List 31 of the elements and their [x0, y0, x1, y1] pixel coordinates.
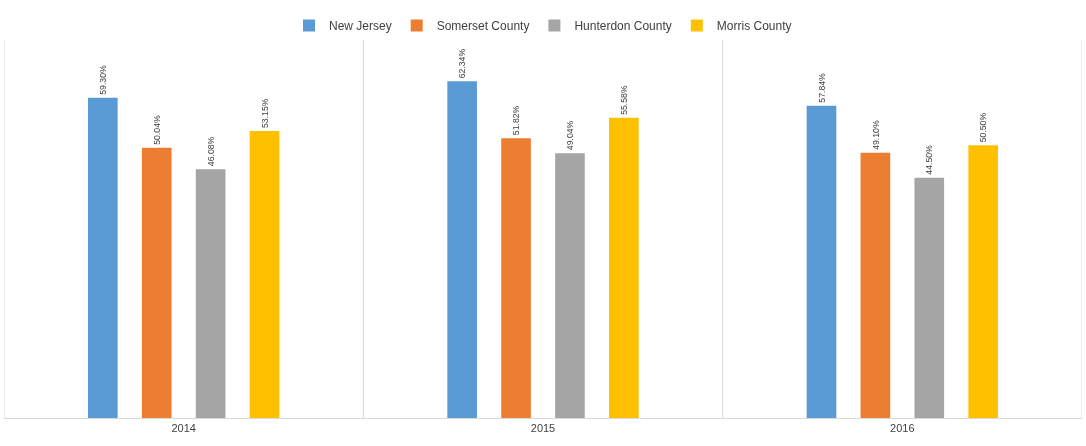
bar: [806, 105, 837, 418]
data-label: 44.50%: [924, 144, 935, 175]
data-label: 51.82%: [511, 105, 522, 136]
data-label: 49.10%: [870, 120, 881, 150]
bar: [195, 169, 226, 418]
bar: [914, 177, 945, 418]
data-label: 62.34%: [457, 48, 468, 79]
bar: [141, 147, 172, 418]
data-label: 49.04%: [565, 120, 576, 151]
bar: [501, 138, 531, 418]
data-label: 46.08%: [205, 136, 216, 167]
legend-label: Hunterdon County: [574, 19, 672, 34]
legend-label: Somerset County: [436, 19, 530, 34]
data-label: 59.30%: [97, 65, 108, 95]
legend-label: New Jersey: [329, 19, 392, 34]
data-label: 53.15%: [259, 98, 270, 128]
bar: [249, 130, 280, 418]
data-label: 55.58%: [619, 85, 630, 115]
x-tick-label: 2016: [890, 422, 915, 435]
data-label: 50.04%: [151, 115, 162, 145]
bar: [447, 81, 477, 418]
x-tick-label: 2014: [171, 422, 196, 435]
data-label: 57.84%: [816, 72, 827, 103]
bar: [555, 153, 585, 418]
bar: [609, 117, 639, 418]
bar: [968, 145, 999, 418]
bar: [87, 97, 118, 418]
bar: [860, 152, 891, 418]
data-label: 50.50%: [978, 112, 989, 143]
legend-label: Morris County: [716, 19, 792, 34]
x-tick-label: 2015: [530, 422, 556, 435]
